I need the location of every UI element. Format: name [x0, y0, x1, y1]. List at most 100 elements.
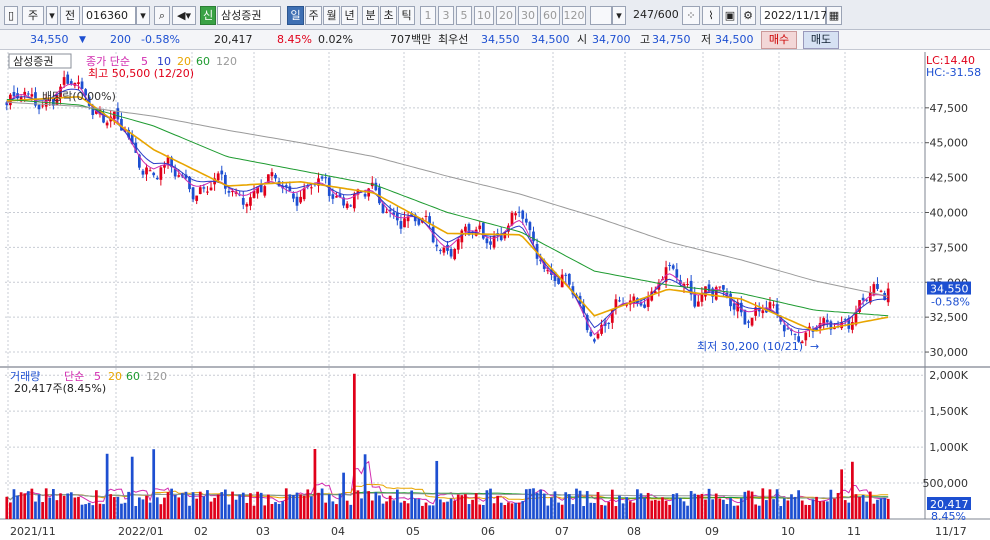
volume-bar [302, 495, 306, 519]
volume-bar [120, 503, 123, 519]
interval-custom-field[interactable] [590, 6, 612, 25]
volume-bar [152, 449, 156, 519]
market-dropdown-icon[interactable]: ▾ [46, 6, 58, 25]
candle-body [202, 187, 206, 189]
volume-bar [524, 489, 528, 519]
volume-bar [173, 494, 177, 519]
current-price: 34,550 [30, 33, 69, 46]
volume-bar [385, 501, 388, 519]
candle-body [718, 286, 722, 288]
chart-icon[interactable]: ⌇ [702, 6, 720, 25]
code-dropdown-icon[interactable]: ▾ [136, 6, 150, 25]
stock-label-box [8, 53, 72, 69]
candle-body [320, 176, 324, 179]
volume-bar [621, 503, 625, 519]
candle-body [829, 321, 833, 330]
volume-bar [517, 502, 521, 519]
volume-bar [256, 491, 259, 519]
volume-bar [722, 499, 725, 519]
volume-bar [95, 490, 98, 519]
stock-chart[interactable]: 47,50045,00042,50040,00037,50035,00032,5… [0, 50, 990, 540]
interval-120[interactable]: 120 [562, 6, 586, 25]
volume-ma-title: 단순 [64, 370, 84, 383]
volume-tag: 20,417 [930, 498, 969, 511]
gear-icon[interactable]: ⚙ [740, 6, 756, 25]
interval-10[interactable]: 10 [474, 6, 494, 25]
stock-code-input[interactable]: 016360 [82, 6, 136, 25]
volume-bar [231, 491, 234, 519]
candle-body [557, 277, 560, 284]
volume-bar [270, 503, 274, 519]
period-month[interactable]: 월 [323, 6, 340, 25]
volume-bar [34, 501, 37, 519]
candle-body [879, 290, 883, 292]
volume-bar [582, 506, 586, 519]
count-field[interactable]: 247/600 [630, 6, 679, 25]
open-label: 시 [577, 33, 588, 46]
volume-bar [395, 489, 399, 519]
period-day[interactable]: 일 [287, 6, 304, 25]
volume-bar [628, 501, 632, 519]
interval-3[interactable]: 3 [438, 6, 454, 25]
best-bid: 34,500 [531, 33, 570, 46]
speaker-icon[interactable]: ◀▾ [172, 6, 196, 25]
interval-20[interactable]: 20 [496, 6, 516, 25]
period-week[interactable]: 주 [305, 6, 322, 25]
volume-bar [77, 496, 80, 519]
candle-body [546, 269, 550, 272]
price-tick-label: 45,000 [930, 137, 969, 150]
volume-bar [632, 502, 636, 519]
candle-body [743, 309, 747, 325]
candle-body [732, 303, 736, 310]
sell-button[interactable]: 매도 [803, 31, 839, 49]
volume-bar [797, 490, 800, 519]
volume-bar [575, 488, 578, 519]
volume-bar [679, 498, 682, 519]
period-year[interactable]: 년 [341, 6, 358, 25]
volume-bar [381, 503, 385, 519]
market-type-select[interactable]: 주 [22, 6, 44, 25]
buy-button[interactable]: 매수 [761, 31, 797, 49]
volume-bar [73, 497, 77, 519]
volume-bar [435, 460, 439, 519]
volume-bar [363, 454, 367, 519]
prev-button[interactable]: 전 [60, 6, 80, 25]
volume-bar [320, 488, 324, 519]
layout-icon[interactable]: ▯ [4, 6, 18, 25]
count-value: 247 [633, 8, 654, 21]
candle-body [639, 302, 643, 306]
candle-body [464, 226, 467, 232]
volume-bar [808, 505, 811, 519]
candle-body [249, 197, 252, 206]
candle-body [739, 302, 743, 313]
candle-body [302, 188, 306, 200]
volume-bar [23, 493, 27, 519]
interval-30[interactable]: 30 [518, 6, 538, 25]
volume-bar [768, 489, 772, 519]
candle-body [220, 170, 224, 175]
candle-body [152, 172, 156, 176]
date-input[interactable]: 2022/11/17 [760, 6, 827, 25]
volume-bar [342, 472, 345, 519]
candle-body [266, 174, 270, 183]
volume-bar [309, 496, 313, 519]
period-minute[interactable]: 분 [362, 6, 379, 25]
candle-body [747, 321, 750, 323]
calendar-icon[interactable]: ▦ [826, 6, 842, 25]
grid-icon[interactable]: ⁘ [682, 6, 700, 25]
volume-bar [800, 500, 804, 519]
candle-body [191, 187, 195, 200]
candle-body [840, 322, 843, 329]
candle-body [449, 249, 453, 257]
interval-1[interactable]: 1 [420, 6, 436, 25]
period-second[interactable]: 초 [380, 6, 397, 25]
interval-dropdown-icon[interactable]: ▾ [612, 6, 626, 25]
volume-bar [417, 499, 421, 519]
interval-60[interactable]: 60 [540, 6, 560, 25]
volume-bar [815, 496, 818, 519]
candle-body [782, 325, 786, 332]
save-icon[interactable]: ▣ [722, 6, 738, 25]
search-icon[interactable]: ⌕ [154, 6, 170, 25]
period-tick[interactable]: 틱 [398, 6, 415, 25]
interval-5[interactable]: 5 [456, 6, 472, 25]
